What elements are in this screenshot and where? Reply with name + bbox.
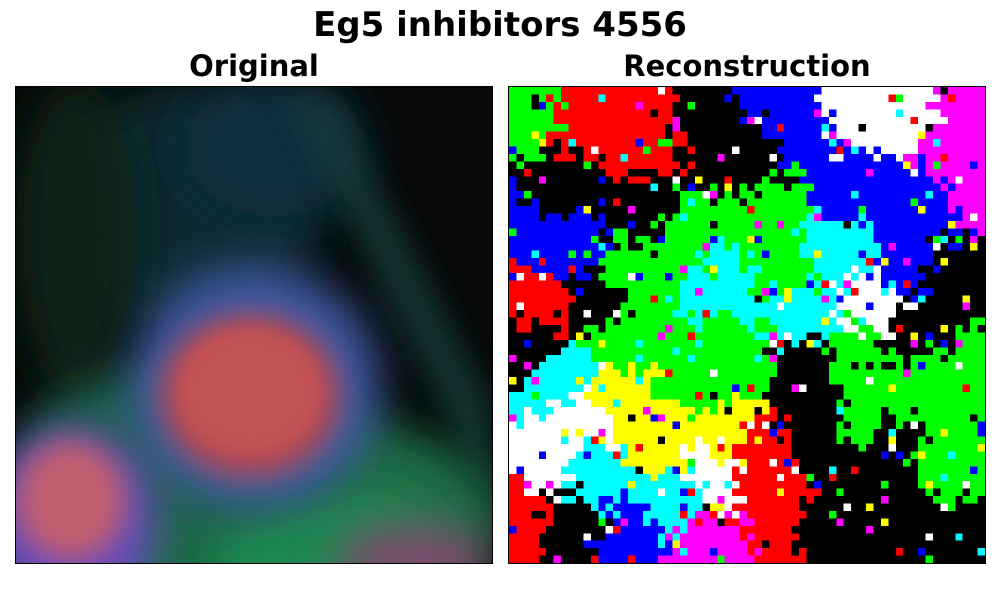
- original-image-canvas: [16, 87, 492, 563]
- reconstruction-image: [508, 86, 986, 564]
- reconstruction-image-canvas: [509, 87, 985, 563]
- figure-title: Eg5 inhibitors 4556: [313, 5, 687, 45]
- reconstruction-panel-title: Reconstruction: [623, 49, 871, 83]
- original-panel-title: Original: [189, 49, 319, 83]
- original-image: [15, 86, 493, 564]
